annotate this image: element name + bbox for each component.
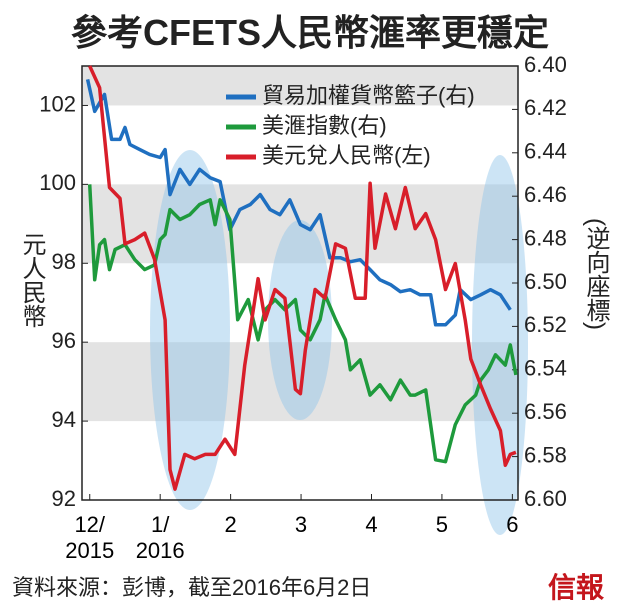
y-tick-label: 102: [39, 91, 76, 116]
y-tick-label: 94: [52, 407, 76, 432]
source: 資料來源：彭博，截至2016年6月2日: [12, 575, 372, 600]
x-tick-label: 4: [365, 512, 378, 537]
y-tick-label: 92: [52, 486, 76, 511]
series-line: [87, 184, 518, 464]
y2-tick-label: 6.44: [524, 139, 567, 164]
y2-tick-label: 6.56: [524, 399, 567, 424]
y2-tick-label: 6.54: [524, 356, 567, 381]
series-line: [88, 65, 517, 491]
x-tick-label: 12/ 2015: [65, 512, 115, 563]
y2-tick-label: 6.42: [524, 95, 567, 120]
y2-tick-label: 6.40: [524, 52, 567, 77]
y2-tick-label: 6.50: [524, 269, 567, 294]
legend-label: 美滙指數(右): [262, 113, 387, 138]
x-tick-label: 3: [294, 512, 308, 537]
chart-title: 參考CFETS人民幣滙率更穩定: [70, 12, 549, 53]
grid-band: [82, 66, 518, 106]
y-axis-label: 元人民幣: [18, 232, 45, 328]
grid-band: [82, 342, 518, 422]
y2-tick-label: 6.52: [524, 312, 567, 337]
x-tick-label: 2: [224, 512, 237, 537]
y-tick-label: 96: [52, 328, 76, 353]
y2-tick-label: 6.48: [524, 225, 567, 250]
x-tick-label: 5: [435, 512, 449, 537]
series-line: [85, 79, 512, 327]
highlight: [472, 155, 528, 535]
x-tick-label: 6: [506, 512, 519, 537]
legend-label: 美元兌人民幣(左): [262, 143, 431, 168]
y2-axis-label: (逆向座標): [582, 218, 609, 330]
logo: 信報: [548, 571, 605, 604]
x-tick-label: 1/ 2016: [135, 512, 185, 563]
y-tick-label: 98: [52, 249, 76, 274]
y-tick-label: 100: [39, 170, 76, 195]
y2-tick-label: 6.58: [524, 442, 567, 467]
y2-tick-label: 6.46: [524, 182, 567, 207]
legend-label: 貿易加權貨幣籃子(右): [262, 83, 475, 108]
y2-tick-label: 6.60: [524, 486, 567, 511]
